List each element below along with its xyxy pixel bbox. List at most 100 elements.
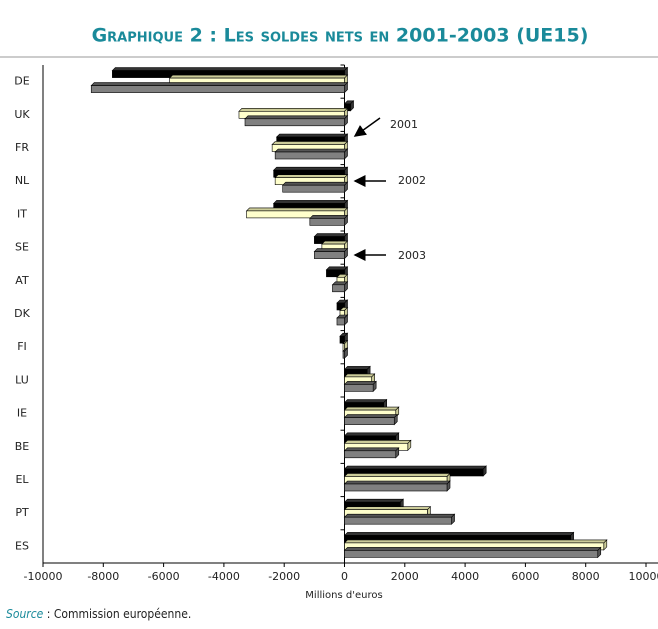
y-tick-label: FR	[15, 141, 29, 154]
x-tick-label: -2000	[268, 570, 300, 583]
x-tick-label: 4000	[451, 570, 479, 583]
bar-top	[345, 381, 377, 384]
y-tick-label: NL	[15, 174, 30, 187]
y-tick-label: FI	[17, 340, 27, 353]
bar	[345, 381, 377, 391]
y-tick-label: DK	[14, 307, 30, 320]
legend-label: 2001	[390, 118, 418, 131]
bar-top	[275, 149, 347, 152]
bar	[91, 83, 347, 93]
x-tick-label: 6000	[511, 570, 539, 583]
y-tick-label: DE	[14, 75, 29, 88]
bar-top	[314, 234, 347, 237]
bar-top	[345, 440, 411, 443]
bar	[345, 514, 455, 524]
y-tick-label: IT	[17, 207, 27, 220]
y-tick-label: UK	[14, 108, 30, 121]
bar	[345, 415, 398, 425]
bar-face	[345, 517, 452, 524]
bar-top	[274, 167, 348, 170]
bar-top	[283, 182, 348, 185]
y-tick-label: PT	[15, 506, 29, 519]
y-tick-label: EL	[15, 473, 29, 486]
bar-top	[345, 407, 399, 410]
x-tick-label: -4000	[208, 570, 240, 583]
x-tick-label: 0	[341, 570, 348, 583]
bar	[337, 315, 348, 325]
bar-top	[112, 68, 347, 71]
bar	[332, 282, 347, 292]
y-tick-label: ES	[15, 539, 29, 552]
bar-top	[170, 75, 348, 78]
bar-top	[314, 249, 347, 252]
legend-label: 2003	[398, 249, 426, 262]
bar-top	[272, 142, 347, 145]
bar-top	[345, 433, 399, 436]
bar-top	[310, 215, 348, 218]
bar-top	[345, 474, 451, 477]
bar-top	[245, 116, 347, 119]
bar	[345, 448, 399, 458]
annotation-arrow	[355, 118, 380, 136]
bar-face	[345, 451, 396, 458]
bar-face	[283, 185, 345, 192]
bar-face	[337, 318, 345, 325]
bar-face	[275, 152, 344, 159]
bar-top	[91, 83, 347, 86]
bar	[245, 116, 347, 126]
bar-face	[314, 252, 344, 259]
bar-top	[322, 241, 348, 244]
bar-face	[310, 218, 345, 225]
bar	[283, 182, 348, 192]
bar-top	[247, 208, 348, 211]
source: Source : Commission européenne.	[6, 607, 191, 621]
bar-face	[343, 351, 345, 358]
bar-face	[91, 86, 344, 93]
bar	[345, 481, 451, 491]
bar-top	[345, 540, 607, 543]
bar	[310, 215, 348, 225]
bar	[275, 149, 347, 159]
source-text: : Commission européenne.	[43, 607, 191, 621]
bar-top	[277, 134, 348, 137]
bar-top	[345, 481, 451, 484]
bar-top	[326, 267, 347, 270]
y-tick-label: IE	[17, 407, 27, 420]
y-tick-label: BE	[15, 440, 30, 453]
bar-top	[275, 175, 347, 178]
bar-top	[239, 108, 348, 111]
bar-face	[332, 285, 344, 292]
bar	[345, 547, 601, 557]
y-tick-label: AT	[15, 274, 29, 287]
bar-top	[345, 547, 601, 550]
bar-top	[345, 514, 455, 517]
bar-top	[345, 507, 431, 510]
bar-face	[245, 119, 344, 126]
chart-title: Graphique 2 : Les soldes nets en 2001-20…	[92, 25, 589, 47]
bar-face	[345, 484, 448, 491]
bar-top	[345, 499, 404, 502]
x-tick-label: -6000	[148, 570, 180, 583]
bar-top	[345, 532, 574, 535]
bar-top	[345, 466, 487, 469]
bar-top	[345, 400, 387, 403]
bar-top	[345, 448, 399, 451]
x-tick-label: 8000	[572, 570, 600, 583]
y-tick-label: SE	[15, 241, 29, 254]
x-axis-label: Millions d'euros	[305, 590, 382, 601]
bar-top	[345, 415, 398, 418]
x-tick-label: 2000	[391, 570, 419, 583]
bar-face	[345, 550, 598, 557]
x-tick-label: -10000	[24, 570, 63, 583]
bar	[314, 249, 347, 259]
legend-label: 2002	[398, 174, 426, 187]
x-tick-label: 10000	[629, 570, 658, 583]
bar-top	[274, 200, 348, 203]
bar-top	[345, 374, 375, 377]
bar-face	[345, 418, 395, 425]
y-tick-label: LU	[15, 373, 29, 386]
source-label: Source	[6, 607, 44, 621]
x-tick-label: -8000	[87, 570, 119, 583]
bar-face	[340, 336, 345, 343]
